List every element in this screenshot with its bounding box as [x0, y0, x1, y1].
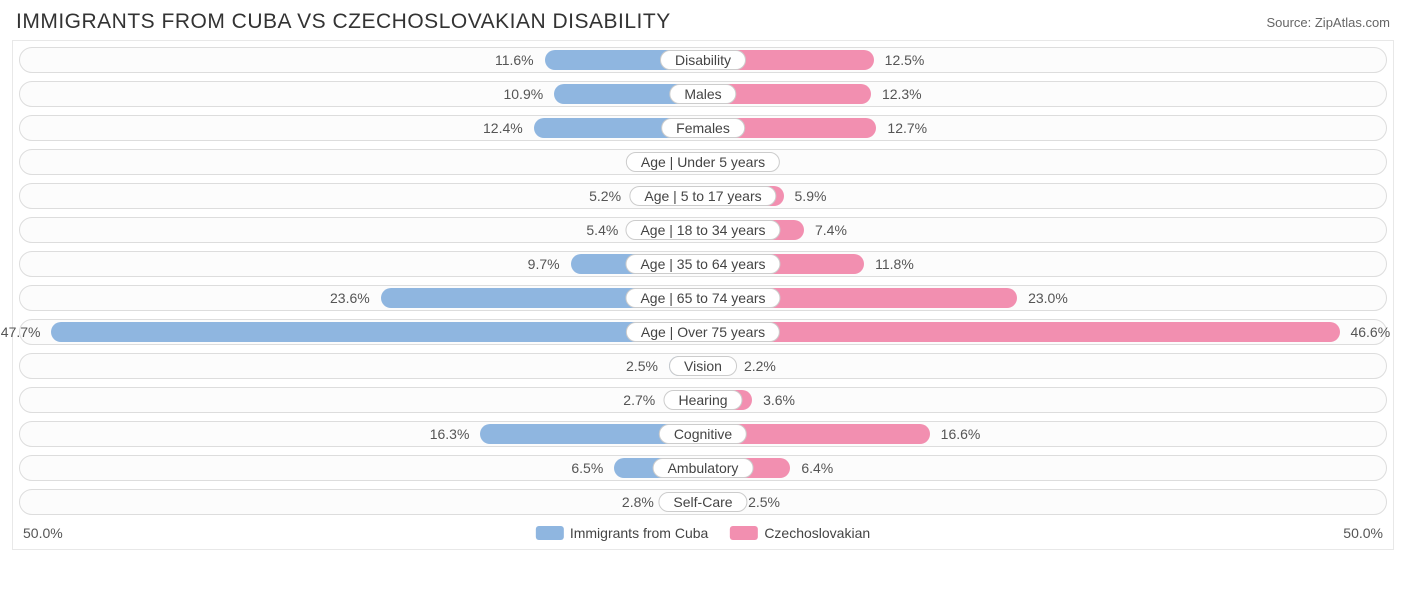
- chart-row: 5.4% 7.4% Age | 18 to 34 years: [19, 217, 1387, 243]
- row-half-left: 2.5%: [20, 354, 703, 378]
- row-half-right: 5.9%: [703, 184, 1386, 208]
- pct-right: 3.6%: [763, 388, 795, 412]
- legend-label-right: Czechoslovakian: [764, 525, 870, 541]
- row-half-right: 2.2%: [703, 354, 1386, 378]
- pct-right: 11.8%: [875, 252, 914, 276]
- row-half-right: 12.3%: [703, 82, 1386, 106]
- chart-row: 2.7% 3.6% Hearing: [19, 387, 1387, 413]
- row-half-right: 11.8%: [703, 252, 1386, 276]
- row-half-left: 16.3%: [20, 422, 703, 446]
- pct-left: 5.2%: [589, 184, 621, 208]
- pct-left: 16.3%: [430, 422, 470, 446]
- row-half-left: 1.1%: [20, 150, 703, 174]
- row-half-right: 1.5%: [703, 150, 1386, 174]
- chart-title: IMMIGRANTS FROM CUBA VS CZECHOSLOVAKIAN …: [16, 10, 671, 34]
- row-half-left: 12.4%: [20, 116, 703, 140]
- chart-row: 11.6% 12.5% Disability: [19, 47, 1387, 73]
- diverging-bar-chart: 11.6% 12.5% Disability 10.9% 12.3% Males 12.4%…: [12, 40, 1394, 550]
- pct-right: 2.2%: [744, 354, 776, 378]
- pct-left: 6.5%: [571, 456, 603, 480]
- pct-right: 6.4%: [801, 456, 833, 480]
- pct-left: 10.9%: [503, 82, 543, 106]
- axis-max-right: 50.0%: [1343, 525, 1383, 541]
- row-half-left: 23.6%: [20, 286, 703, 310]
- chart-legend: Immigrants from Cuba Czechoslovakian: [536, 525, 870, 541]
- bar-left: [51, 322, 703, 342]
- pct-right: 12.3%: [882, 82, 922, 106]
- chart-row: 1.1%1.5%Age | Under 5 years: [19, 149, 1387, 175]
- category-label: Cognitive: [659, 424, 747, 444]
- legend-swatch-right: [730, 526, 758, 540]
- row-half-right: 16.6%: [703, 422, 1386, 446]
- row-half-right: 3.6%: [703, 388, 1386, 412]
- legend-label-left: Immigrants from Cuba: [570, 525, 708, 541]
- chart-row: 23.6% 23.0% Age | 65 to 74 years: [19, 285, 1387, 311]
- chart-row: 2.8% 2.5%Self-Care: [19, 489, 1387, 515]
- pct-right: 16.6%: [941, 422, 981, 446]
- chart-row: 16.3% 16.6% Cognitive: [19, 421, 1387, 447]
- pct-left: 2.7%: [623, 388, 655, 412]
- category-label: Age | 5 to 17 years: [629, 186, 776, 206]
- row-half-left: 5.4%: [20, 218, 703, 242]
- row-half-right: 2.5%: [703, 490, 1386, 514]
- row-half-left: 11.6%: [20, 48, 703, 72]
- pct-right: 23.0%: [1028, 286, 1068, 310]
- row-half-left: 2.7%: [20, 388, 703, 412]
- pct-left: 47.7%: [1, 320, 41, 344]
- pct-right: 7.4%: [815, 218, 847, 242]
- row-half-left: 47.7%: [20, 320, 703, 344]
- row-half-right: 23.0%: [703, 286, 1386, 310]
- category-label: Age | 35 to 64 years: [625, 254, 780, 274]
- chart-header: IMMIGRANTS FROM CUBA VS CZECHOSLOVAKIAN …: [12, 10, 1394, 40]
- row-half-right: 12.7%: [703, 116, 1386, 140]
- category-label: Disability: [660, 50, 746, 70]
- axis-max-left: 50.0%: [23, 525, 63, 541]
- row-half-left: 9.7%: [20, 252, 703, 276]
- pct-left: 12.4%: [483, 116, 523, 140]
- category-label: Hearing: [663, 390, 742, 410]
- chart-row: 5.2% 5.9% Age | 5 to 17 years: [19, 183, 1387, 209]
- pct-right: 5.9%: [795, 184, 827, 208]
- category-label: Age | Over 75 years: [626, 322, 780, 342]
- chart-source: Source: ZipAtlas.com: [1266, 15, 1390, 30]
- chart-row: 9.7% 11.8% Age | 35 to 64 years: [19, 251, 1387, 277]
- pct-left: 11.6%: [495, 48, 534, 72]
- pct-right: 12.7%: [887, 116, 927, 140]
- category-label: Age | 18 to 34 years: [625, 220, 780, 240]
- row-half-right: 6.4%: [703, 456, 1386, 480]
- pct-left: 2.8%: [622, 490, 654, 514]
- category-label: Females: [661, 118, 745, 138]
- category-label: Males: [669, 84, 736, 104]
- legend-item-right: Czechoslovakian: [730, 525, 870, 541]
- pct-left: 23.6%: [330, 286, 370, 310]
- category-label: Age | 65 to 74 years: [625, 288, 780, 308]
- row-half-right: 46.6%: [703, 320, 1386, 344]
- category-label: Age | Under 5 years: [626, 152, 780, 172]
- pct-right: 46.6%: [1350, 320, 1390, 344]
- row-half-left: 2.8%: [20, 490, 703, 514]
- legend-item-left: Immigrants from Cuba: [536, 525, 708, 541]
- row-half-left: 6.5%: [20, 456, 703, 480]
- chart-row: 12.4% 12.7% Females: [19, 115, 1387, 141]
- pct-left: 2.5%: [626, 354, 658, 378]
- row-half-left: 5.2%: [20, 184, 703, 208]
- row-half-right: 12.5%: [703, 48, 1386, 72]
- chart-row: 10.9% 12.3% Males: [19, 81, 1387, 107]
- chart-axis: 50.0% 50.0% Immigrants from Cuba Czechos…: [19, 523, 1387, 547]
- chart-row: 47.7%46.6%Age | Over 75 years: [19, 319, 1387, 345]
- chart-row: 6.5% 6.4% Ambulatory: [19, 455, 1387, 481]
- category-label: Self-Care: [658, 492, 747, 512]
- pct-right: 12.5%: [885, 48, 925, 72]
- category-label: Ambulatory: [653, 458, 754, 478]
- pct-left: 5.4%: [586, 218, 618, 242]
- row-half-left: 10.9%: [20, 82, 703, 106]
- category-label: Vision: [669, 356, 737, 376]
- row-half-right: 7.4%: [703, 218, 1386, 242]
- legend-swatch-left: [536, 526, 564, 540]
- bar-right: [703, 322, 1340, 342]
- pct-left: 9.7%: [528, 252, 560, 276]
- pct-right: 2.5%: [748, 490, 780, 514]
- chart-row: 2.5% 2.2% Vision: [19, 353, 1387, 379]
